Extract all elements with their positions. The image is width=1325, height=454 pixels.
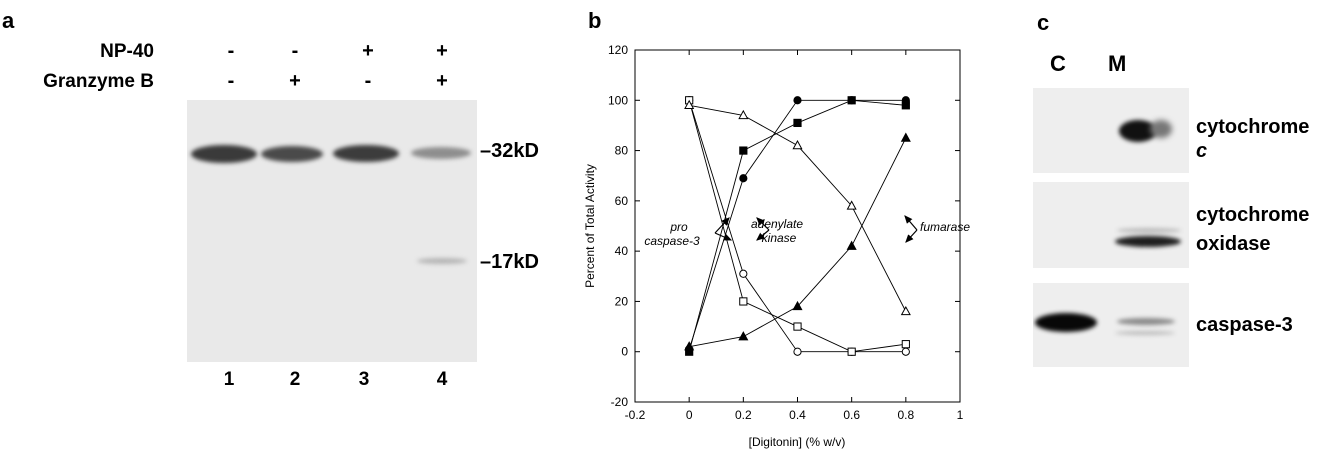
- annotation-arrows: [714, 215, 918, 243]
- granzyme-sign-lane-1: -: [227, 70, 235, 92]
- point-filled-triangle: [738, 331, 749, 341]
- granzyme-sign-lane-2: +: [289, 70, 301, 92]
- lane-number-1: 1: [223, 369, 235, 390]
- point-open-triangle: [900, 305, 911, 316]
- arrow-pro-up: [714, 217, 730, 234]
- blot-cytochrome-oxidase: [1033, 182, 1189, 268]
- arrow-fumarase-up: [904, 215, 918, 231]
- np40-sign-lane-1: -: [227, 40, 235, 62]
- band-17kd-lane-4: [417, 258, 467, 264]
- band-cytochrome-c-side: [1150, 120, 1172, 138]
- point-filled-circle: [793, 96, 802, 105]
- label-cytochrome-c-text: cytochrome: [1196, 116, 1310, 138]
- point-filled-triangle: [846, 240, 857, 250]
- digitonin-chart: -0.2 0 0.2 0.4 0.6 0.8 1 -20 0 20 40 60 80 100 120 pro…: [583, 43, 970, 449]
- y-tick-label: -20: [611, 395, 629, 409]
- panel-c-label: c: [1037, 10, 1050, 35]
- annotation-kinase: kinase: [762, 231, 797, 245]
- y-axis-label: Percent of Total Activity: [583, 164, 597, 288]
- panel-b-label: b: [588, 8, 602, 33]
- point-open-square: [793, 322, 802, 331]
- marker-32kd: –32kD: [480, 140, 539, 162]
- np40-sign-lane-4: +: [436, 40, 448, 62]
- point-open-triangle: [792, 139, 803, 150]
- y-tick-label: 20: [615, 294, 629, 308]
- band-oxidase-faint: [1117, 228, 1181, 233]
- western-blot-a: [187, 100, 477, 362]
- lane-number-3: 3: [358, 369, 370, 390]
- label-cytochrome-c: cytochrome c: [1196, 115, 1325, 163]
- lane-label-c: C: [1050, 51, 1066, 76]
- band-32kd-lane-1: [191, 145, 257, 163]
- annotation-fumarase: fumarase: [920, 220, 970, 234]
- np40-sign-lane-2: -: [291, 40, 299, 62]
- np40-row-label: NP-40: [100, 41, 154, 62]
- point-filled-square: [793, 118, 802, 128]
- x-tick-label: 0.2: [735, 408, 752, 422]
- x-tick-label: 1: [957, 408, 964, 422]
- point-open-circle: [793, 347, 802, 356]
- label-cytochrome-c-italic: c: [1196, 140, 1208, 162]
- x-tick-label: 0.8: [897, 408, 914, 422]
- band-caspase-3-m: [1117, 318, 1175, 325]
- granzyme-row-label: Granzyme B: [43, 71, 154, 92]
- lane-number-2: 2: [289, 369, 301, 390]
- panel-a-label: a: [2, 8, 15, 33]
- x-axis-label: [Digitonin] (% w/v): [749, 435, 846, 449]
- arrow-fumarase-down: [905, 229, 918, 243]
- band-caspase-3-m-lower: [1115, 331, 1175, 335]
- x-tick-label: 0: [686, 408, 693, 422]
- blot-cytochrome-c: [1033, 88, 1189, 173]
- y-tick-label: 100: [608, 93, 628, 107]
- granzyme-sign-lane-4: +: [436, 70, 448, 92]
- y-tick-label: 120: [608, 43, 628, 57]
- point-filled-triangle: [792, 300, 803, 311]
- arrow-adenylate-down: [756, 229, 770, 241]
- point-filled-square: [739, 146, 748, 155]
- point-filled-square: [847, 96, 856, 105]
- y-tick-label: 80: [615, 144, 629, 158]
- granzyme-sign-lane-3: -: [364, 70, 372, 92]
- label-cytochrome-oxidase-2: oxidase: [1196, 233, 1271, 255]
- arrow-adenylate-up: [756, 217, 770, 231]
- x-tick-label: -0.2: [625, 408, 646, 422]
- point-open-square: [739, 297, 748, 306]
- band-caspase-3-c: [1035, 313, 1097, 332]
- annotation-caspase-3: caspase-3: [644, 234, 700, 248]
- point-open-triangle: [846, 200, 857, 210]
- point-filled-triangle: [900, 132, 911, 142]
- point-open-circle: [739, 269, 748, 278]
- series-line-filled-triangle: [689, 137, 907, 348]
- blot-caspase-3: [1033, 283, 1189, 367]
- band-32kd-lane-4: [411, 147, 471, 159]
- y-tick-label: 60: [615, 194, 629, 208]
- point-open-triangle: [684, 99, 695, 110]
- np40-sign-lane-3: +: [362, 40, 374, 62]
- arrow-pro-down: [714, 232, 733, 241]
- annotation-pro: pro: [669, 220, 688, 234]
- x-tick-label: 0.6: [843, 408, 860, 422]
- series-line-open-triangle: [689, 104, 907, 312]
- y-tick-label: 0: [621, 345, 628, 359]
- marker-17kd: –17kD: [480, 251, 539, 273]
- point-filled-triangle: [684, 341, 695, 351]
- point-open-square: [847, 347, 856, 356]
- lane-label-m: M: [1108, 51, 1127, 76]
- point-open-triangle: [738, 109, 749, 120]
- label-caspase-3: caspase-3: [1196, 314, 1293, 336]
- band-oxidase: [1115, 236, 1181, 247]
- band-32kd-lane-2: [261, 146, 323, 162]
- y-tick-label: 40: [615, 244, 629, 258]
- band-cytochrome-c-main: [1119, 120, 1157, 142]
- band-32kd-lane-3: [333, 145, 399, 162]
- point-open-circle: [901, 347, 910, 356]
- label-cytochrome-oxidase-1: cytochrome: [1196, 204, 1310, 226]
- point-filled-square: [901, 101, 910, 110]
- lane-number-4: 4: [436, 369, 448, 390]
- x-tick-label: 0.4: [789, 408, 806, 422]
- point-filled-circle: [739, 174, 748, 183]
- point-open-square: [901, 340, 910, 349]
